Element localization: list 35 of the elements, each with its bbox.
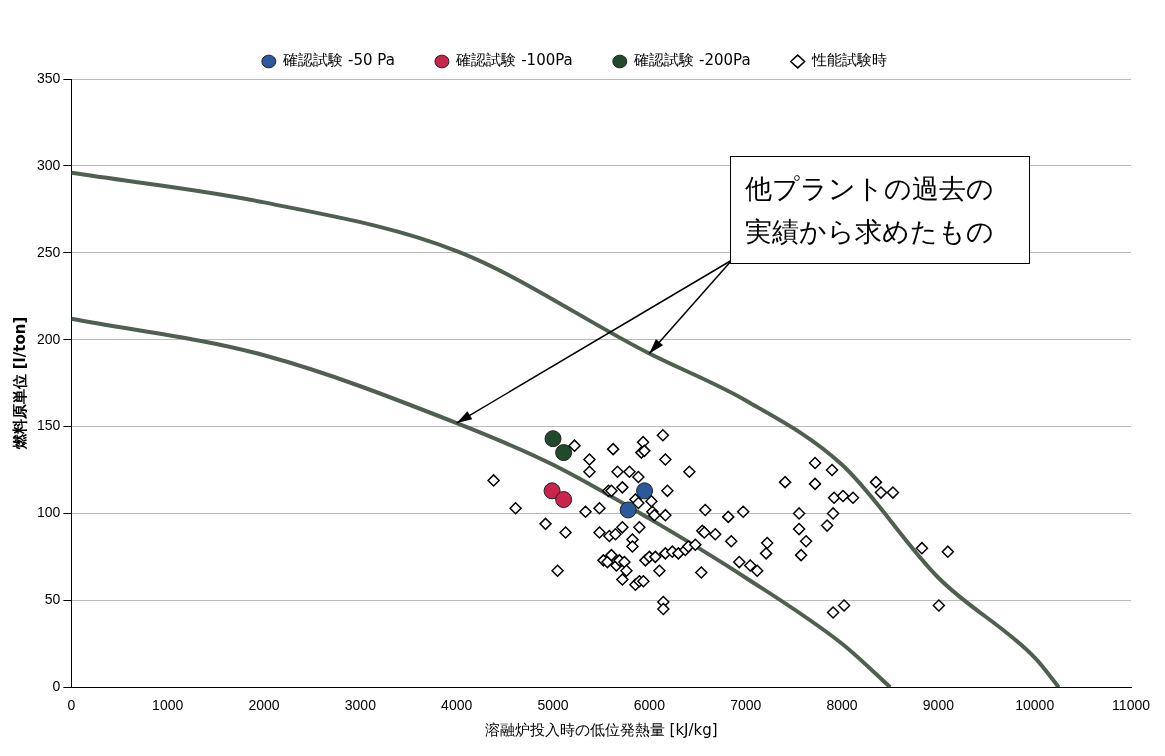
legend-label: 性能試験時 xyxy=(811,51,888,70)
line-series xyxy=(71,316,893,688)
x-axis-title: 溶融炉投入時の低位発熱量 [kJ/kg] xyxy=(484,720,718,739)
x-tick-label: 7000 xyxy=(730,697,762,714)
y-tick-label: 300 xyxy=(37,156,61,173)
point xyxy=(555,444,573,462)
y-tick-label: 150 xyxy=(37,417,61,434)
point xyxy=(543,482,561,500)
x-tick-label: 0 xyxy=(67,697,76,714)
point xyxy=(555,491,573,509)
legend-label: 確認試験 -50 Pa xyxy=(282,51,395,70)
y-tick-label: 50 xyxy=(44,591,61,608)
x-tick-label: 4000 xyxy=(441,697,473,714)
y-tick-label: 100 xyxy=(37,504,61,521)
y-tick-label: 0 xyxy=(52,678,61,695)
x-tick-label: 8000 xyxy=(826,697,858,714)
x-tick-label: 3000 xyxy=(344,697,377,714)
x-tick-label: 1000 xyxy=(152,697,184,714)
point xyxy=(636,482,654,500)
x-tick-label: 2000 xyxy=(248,697,280,714)
y-tick-label: 350 xyxy=(37,69,61,86)
legend-label: 確認試験 -100Pa xyxy=(455,51,573,70)
y-tick-label: 250 xyxy=(37,243,61,260)
x-tick-label: 10000 xyxy=(1015,697,1055,714)
x-tick-label: 11000 xyxy=(1112,697,1151,714)
point xyxy=(619,501,637,519)
x-tick-label: 6000 xyxy=(633,697,666,714)
legend-label: 確認試験 -200Pa xyxy=(633,51,751,70)
y-axis-title: 燃料原単位 [l/ton] xyxy=(10,316,29,451)
y-tick-label: 200 xyxy=(37,330,61,347)
x-tick-label: 9000 xyxy=(922,697,955,714)
annotation: 他プラントの過去の実績から求めたもの xyxy=(730,156,1030,265)
point xyxy=(544,430,562,448)
line-series xyxy=(71,170,1061,688)
x-tick-label: 5000 xyxy=(537,697,569,714)
